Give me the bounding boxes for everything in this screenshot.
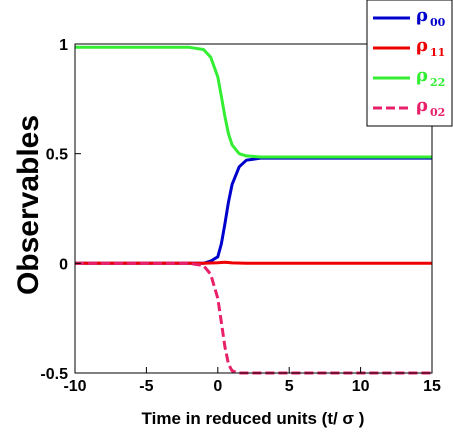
x-axis-label: Time in reduced units (t/ σ ) <box>142 409 365 428</box>
x-tick-label: -10 <box>63 378 86 395</box>
y-tick-label: -0.5 <box>40 366 68 383</box>
x-axis: -10 -5 0 5 10 15 <box>63 367 441 395</box>
x-tick-label: 5 <box>285 378 294 395</box>
series-line-11 <box>75 260 432 265</box>
legend-box <box>366 0 453 127</box>
legend-label-11: ρ 11 <box>416 35 445 59</box>
x-tick-label: -5 <box>139 378 153 395</box>
legend: ρ 00 ρ 11 ρ 22 ρ 02 <box>366 0 453 127</box>
series-line-22 <box>75 45 432 159</box>
y-tick-label: 0 <box>59 256 68 273</box>
x-tick-label: 15 <box>423 378 441 395</box>
legend-label-00: ρ 00 <box>416 5 446 29</box>
y-tick-label: 0.5 <box>46 147 68 164</box>
legend-label-22: ρ 22 <box>416 65 445 89</box>
plot-frame <box>74 43 433 374</box>
series-line-00 <box>75 156 432 265</box>
y-axis-label: Observables <box>12 115 45 295</box>
y-axis: 1 0.5 0 -0.5 <box>40 37 81 383</box>
series-line-02 <box>75 261 432 375</box>
y-tick-label: 1 <box>59 37 68 54</box>
x-tick-label: 0 <box>213 378 222 395</box>
x-tick-label: 10 <box>352 378 370 395</box>
legend-label-02: ρ 02 <box>416 95 445 119</box>
